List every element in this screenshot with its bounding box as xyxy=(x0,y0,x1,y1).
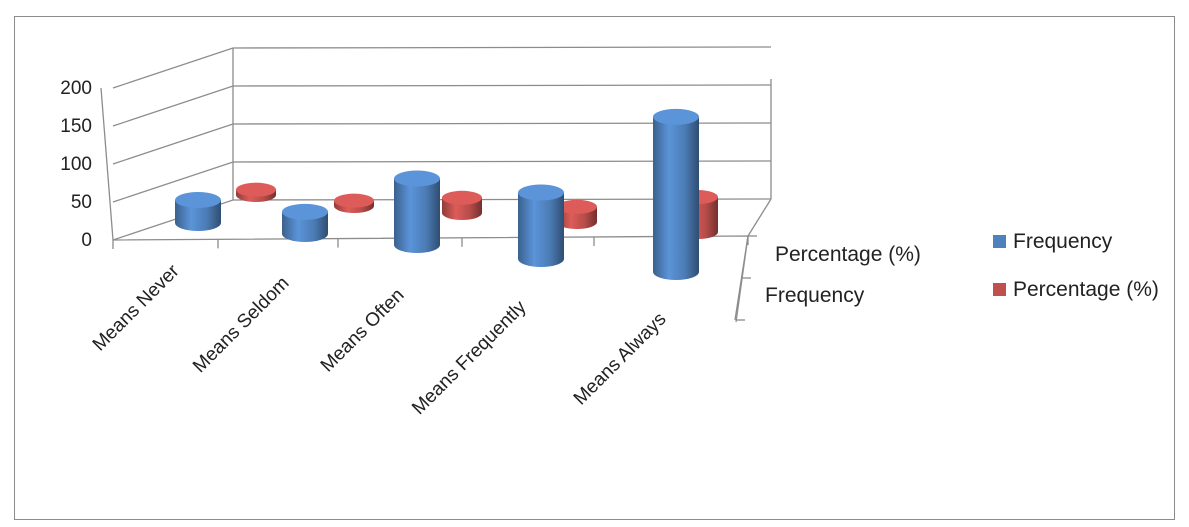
bar-top xyxy=(442,190,482,205)
y-tick-label: 50 xyxy=(71,192,92,213)
chart-frame xyxy=(14,16,1175,520)
bar-top xyxy=(653,108,699,125)
bar-body xyxy=(282,211,328,242)
bar-frequency-3 xyxy=(394,170,440,253)
bar-top xyxy=(236,182,276,197)
y-tick-label: 200 xyxy=(60,78,92,99)
depth-label: Percentage (%) xyxy=(775,243,921,266)
bar-body xyxy=(394,178,440,253)
bar-body xyxy=(175,200,221,231)
legend-label: Percentage (%) xyxy=(1013,278,1159,301)
x-tick-label: Means Seldom xyxy=(189,273,293,377)
floor-right-edge xyxy=(747,198,772,237)
legend-label: Frequency xyxy=(1013,230,1113,253)
bar-percentage--4 xyxy=(557,199,597,229)
bar-percentage--2 xyxy=(334,193,374,213)
y-tick-label: 150 xyxy=(60,116,92,137)
bar-body xyxy=(518,192,564,267)
depth-axis-line xyxy=(735,235,749,323)
bar-top xyxy=(334,193,374,208)
x-tick-label: Means Often xyxy=(317,285,409,377)
x-tick-label: Means Always xyxy=(570,309,671,410)
bar-frequency-1 xyxy=(175,192,221,231)
bar-top xyxy=(394,170,440,187)
bar-frequency-4 xyxy=(518,184,564,267)
bar-top xyxy=(518,184,564,201)
gridline xyxy=(112,46,772,89)
legend-swatch xyxy=(993,283,1006,296)
legend-item-1: Frequency xyxy=(993,230,1113,253)
bar-percentage--1 xyxy=(236,182,276,202)
bar-frequency-5 xyxy=(653,108,699,280)
left-axis-line xyxy=(100,87,114,241)
bar-percentage--3 xyxy=(442,190,482,220)
bar-top xyxy=(557,199,597,214)
legend-swatch xyxy=(993,235,1006,248)
y-tick-label: 100 xyxy=(60,154,92,175)
y-tick-label: 0 xyxy=(81,230,92,251)
x-tick-label: Means Frequently xyxy=(408,296,531,419)
bar-frequency-2 xyxy=(282,203,328,242)
depth-axis: Percentage (%) Frequency xyxy=(735,235,921,323)
bar-top xyxy=(175,192,221,209)
depth-label: Frequency xyxy=(765,284,865,307)
legend-item-2: Percentage (%) xyxy=(993,278,1159,301)
bar-body xyxy=(653,116,699,280)
chart-bars xyxy=(175,108,718,280)
bar-top xyxy=(282,203,328,220)
y-axis-ticks: 0 50 100 150 200 xyxy=(60,78,92,251)
x-tick-label: Means Never xyxy=(89,260,184,355)
legend: Frequency Percentage (%) xyxy=(993,230,1159,301)
x-axis: Means Never Means Seldom Means Often Means … xyxy=(89,236,749,419)
